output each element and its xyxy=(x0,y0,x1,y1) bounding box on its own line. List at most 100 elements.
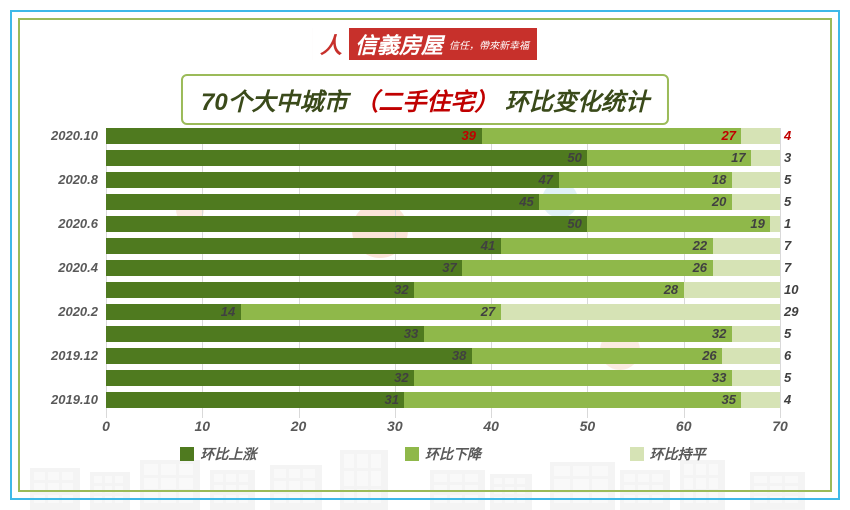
bar-segment: 35 xyxy=(404,392,741,408)
bar-segment: 47 xyxy=(106,172,559,188)
bar-segment: 4 xyxy=(741,128,780,144)
bar-segment: 26 xyxy=(472,348,722,364)
segment-value: 5 xyxy=(784,370,791,385)
bar-row: 33 32 5 xyxy=(106,326,780,342)
segment-value: 4 xyxy=(784,128,791,143)
legend-label: 环比上涨 xyxy=(200,444,256,464)
segment-value: 26 xyxy=(693,260,707,275)
segment-value: 17 xyxy=(731,150,745,165)
legend-item: 环比上涨 xyxy=(180,444,256,464)
segment-value: 32 xyxy=(394,370,408,385)
x-axis-tick: 10 xyxy=(194,418,210,434)
bar-segment: 32 xyxy=(424,326,732,342)
y-axis-label: 2020.2 xyxy=(58,304,106,319)
bar-row: 41 22 7 xyxy=(106,238,780,254)
segment-value: 35 xyxy=(721,392,735,407)
bar-segment: 32 xyxy=(106,370,414,386)
segment-value: 33 xyxy=(404,326,418,341)
segment-value: 14 xyxy=(221,304,235,319)
bar-row: 2020.437267 xyxy=(106,260,780,276)
y-axis-label: 2020.10 xyxy=(51,128,106,143)
bar-segment: 33 xyxy=(414,370,732,386)
x-axis-tick: 60 xyxy=(676,418,692,434)
bar-segment: 31 xyxy=(106,392,404,408)
segment-value: 6 xyxy=(784,348,791,363)
segment-value: 20 xyxy=(712,194,726,209)
brand-tagline: 信任，帶來新幸福 xyxy=(449,37,529,52)
chart-title: 70个大中城市 （二手住宅） 环比变化统计 xyxy=(181,74,669,125)
y-axis-label: 2020.4 xyxy=(58,260,106,275)
bar-row: 2019.1031354 xyxy=(106,392,780,408)
segment-value: 1 xyxy=(784,216,791,231)
segment-value: 5 xyxy=(784,172,791,187)
bar-segment: 26 xyxy=(462,260,712,276)
x-axis: 010203040506070 xyxy=(106,418,780,438)
segment-value: 27 xyxy=(721,128,735,143)
legend: 环比上涨 环比下降 环比持平 xyxy=(106,444,780,464)
x-axis-tick: 70 xyxy=(772,418,788,434)
bar-segment: 19 xyxy=(587,216,770,232)
segment-value: 33 xyxy=(712,370,726,385)
bar-segment: 27 xyxy=(241,304,501,320)
y-axis-label: 2020.6 xyxy=(58,216,106,231)
bar-segment: 37 xyxy=(106,260,462,276)
bar-segment: 50 xyxy=(106,150,587,166)
stacked-bar-chart: 2020.1039274501732020.847185452052020.65… xyxy=(106,128,780,418)
bar-row: 2020.650191 xyxy=(106,216,780,232)
segment-value: 26 xyxy=(702,348,716,363)
bar-row: 45205 xyxy=(106,194,780,210)
title-highlight: （二手住宅） xyxy=(354,89,498,116)
segment-value: 5 xyxy=(784,326,791,341)
bar-segment: 14 xyxy=(106,304,241,320)
x-axis-tick: 20 xyxy=(291,418,307,434)
segment-value: 28 xyxy=(664,282,678,297)
y-axis-label: 2019.12 xyxy=(51,348,106,363)
bar-segment: 10 xyxy=(684,282,780,298)
bar-segment: 4 xyxy=(741,392,780,408)
bar-row: 32335 xyxy=(106,370,780,386)
y-axis-label: 2020.8 xyxy=(58,172,106,187)
bar-segment: 27 xyxy=(482,128,742,144)
segment-value: 41 xyxy=(481,238,495,253)
segment-value: 27 xyxy=(481,304,495,319)
bar-segment: 20 xyxy=(539,194,732,210)
legend-swatch xyxy=(630,447,644,461)
segment-value: 29 xyxy=(784,304,798,319)
x-axis-tick: 40 xyxy=(483,418,499,434)
bar-segment: 3 xyxy=(751,150,780,166)
legend-item: 环比持平 xyxy=(630,444,706,464)
segment-value: 50 xyxy=(567,150,581,165)
legend-item: 环比下降 xyxy=(405,444,481,464)
segment-value: 19 xyxy=(750,216,764,231)
segment-value: 3 xyxy=(784,150,791,165)
bar-row: 2020.1039274 xyxy=(106,128,780,144)
segment-value: 18 xyxy=(712,172,726,187)
bar-segment: 6 xyxy=(722,348,780,364)
y-axis-label: 2019.10 xyxy=(51,392,106,407)
bar-segment: 32 xyxy=(106,282,414,298)
title-prefix: 70个大中城市 xyxy=(201,89,348,116)
bar-segment: 22 xyxy=(501,238,713,254)
title-suffix: 环比变化统计 xyxy=(505,89,649,116)
x-axis-tick: 0 xyxy=(102,418,110,434)
segment-value: 39 xyxy=(462,128,476,143)
segment-value: 32 xyxy=(394,282,408,297)
segment-value: 32 xyxy=(712,326,726,341)
segment-value: 22 xyxy=(693,238,707,253)
brand-name: 信義房屋 xyxy=(349,28,449,60)
bar-segment: 41 xyxy=(106,238,501,254)
bar-segment: 5 xyxy=(732,326,780,342)
bar-segment: 5 xyxy=(732,172,780,188)
bar-row: 50 17 3 xyxy=(106,150,780,166)
bar-row: 32 28 10 xyxy=(106,282,780,298)
bar-segment: 18 xyxy=(559,172,732,188)
bar-segment: 38 xyxy=(106,348,472,364)
brand-logo-icon: ⼈ xyxy=(313,28,349,60)
legend-label: 环比持平 xyxy=(650,444,706,464)
segment-value: 10 xyxy=(784,282,798,297)
bar-segment: 29 xyxy=(501,304,780,320)
bar-segment: 7 xyxy=(713,238,780,254)
bar-segment: 39 xyxy=(106,128,482,144)
segment-value: 45 xyxy=(519,194,533,209)
segment-value: 5 xyxy=(784,194,791,209)
